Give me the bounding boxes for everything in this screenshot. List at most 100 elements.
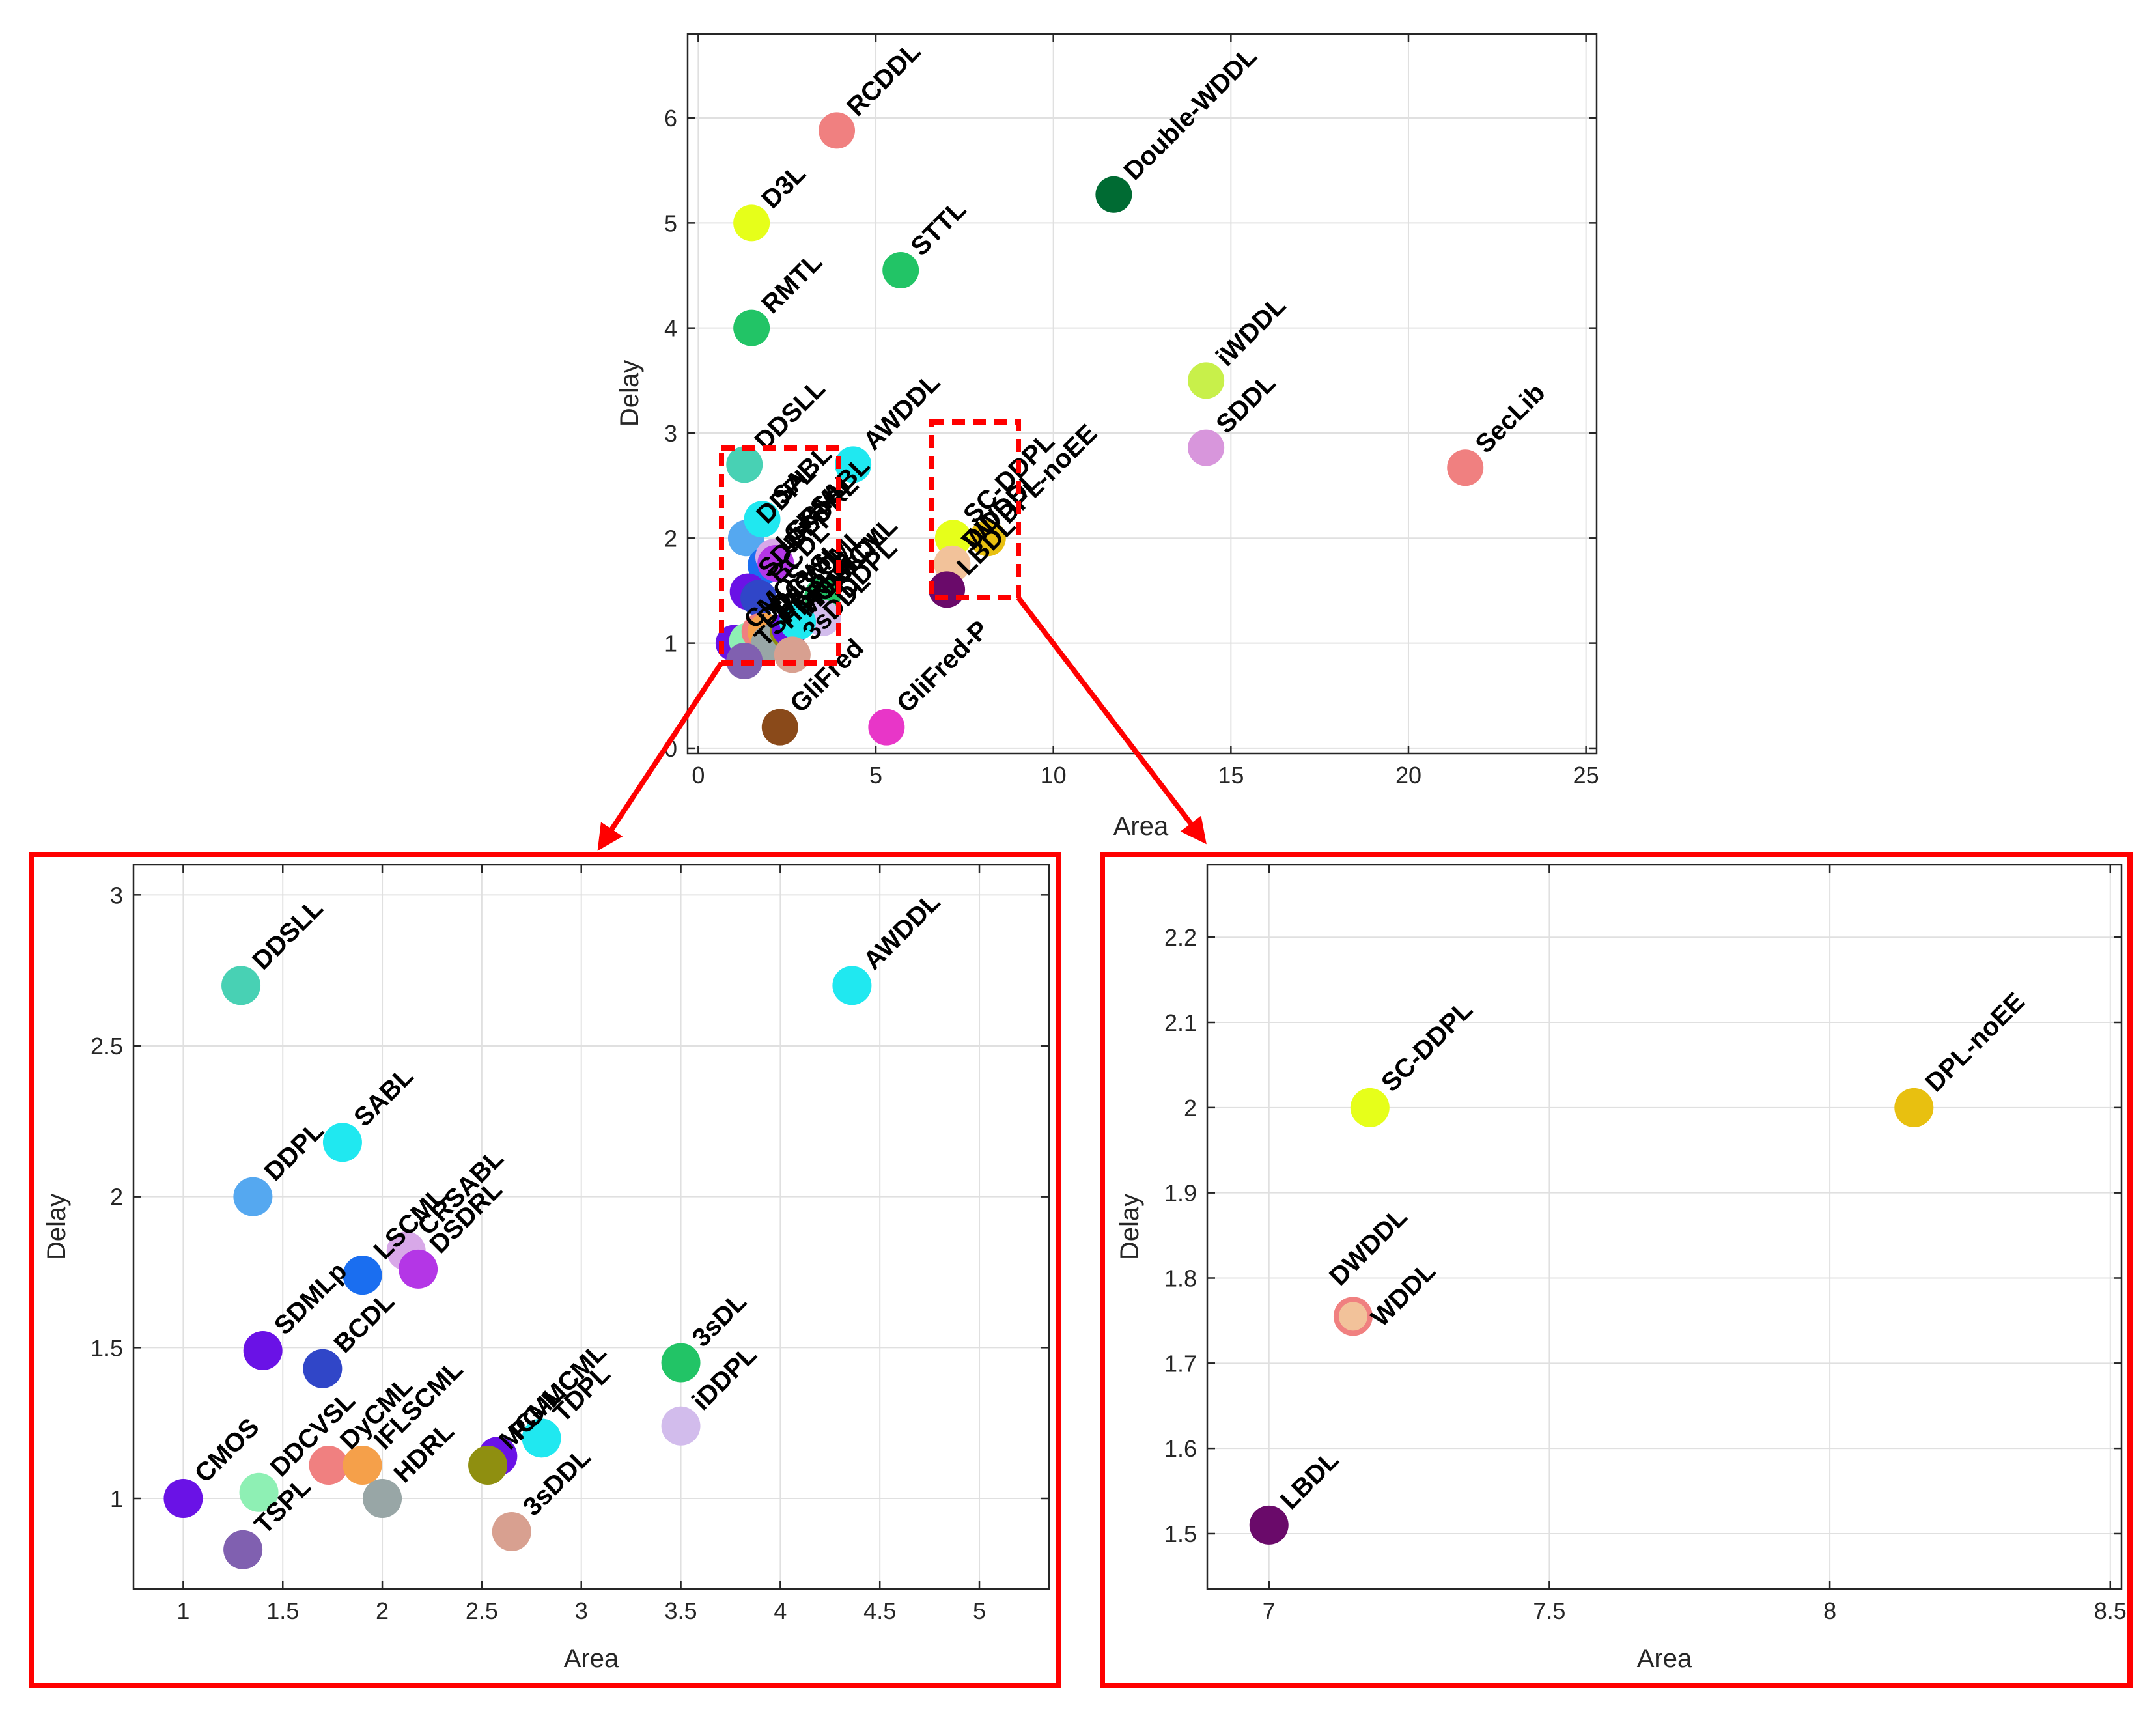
point-cmos [163, 1479, 203, 1518]
point-bcdl [740, 580, 777, 617]
y-tick-label: 1.6 [1164, 1435, 1197, 1462]
point-iddpl [661, 1406, 701, 1446]
x-tick-label: 4.5 [863, 1597, 896, 1624]
y-tick-label: 1 [664, 630, 677, 657]
x-tick-label: 7 [1263, 1597, 1276, 1624]
plot-area [133, 865, 1049, 1589]
point-rmtl [733, 309, 770, 346]
y-tick-label: 1.5 [1164, 1521, 1197, 1547]
y-tick-label: 2.5 [91, 1033, 123, 1060]
point-dsdrl [757, 545, 794, 582]
point-rcddl [819, 112, 856, 149]
point-glifred-p [868, 709, 905, 746]
y-axis-label: Delay [615, 360, 644, 427]
left-zoom-frame [29, 852, 1061, 1688]
x-axis-label: Area [1113, 812, 1169, 841]
y-tick-label: 2.1 [1164, 1009, 1197, 1036]
point-iwddl [1188, 362, 1225, 399]
y-tick-label: 4 [664, 315, 677, 342]
point-tdpl [522, 1418, 561, 1458]
point-sttl [882, 251, 919, 288]
y-tick-label: 2 [110, 1184, 123, 1211]
point-3sddl [492, 1511, 531, 1551]
y-axis-label: Delay [1115, 1194, 1144, 1260]
plot-area [1207, 865, 2121, 1589]
left-zoom-arrow [597, 661, 724, 851]
point-lbdl [929, 571, 966, 608]
y-tick-label: 1 [110, 1485, 123, 1512]
point-dpl-noee [1894, 1088, 1934, 1127]
point-mcml [468, 1446, 508, 1485]
point-dpl-noee [969, 520, 1006, 557]
x-tick-label: 20 [1395, 762, 1421, 789]
point-3sddl [774, 636, 811, 673]
axis-box [1206, 864, 2123, 1590]
point-bcdl [303, 1349, 343, 1388]
x-tick-label: 7.5 [1533, 1597, 1565, 1624]
x-axis-label: Area [564, 1644, 619, 1673]
point-iflscml [343, 1446, 382, 1485]
x-tick-label: 3.5 [665, 1597, 697, 1624]
y-tick-label: 5 [664, 210, 677, 236]
point-wddl [1338, 1302, 1367, 1331]
y-tick-label: 1.8 [1164, 1265, 1197, 1291]
x-axis-label: Area [1637, 1644, 1692, 1673]
point-dsdrl [399, 1249, 438, 1289]
y-tick-label: 2.2 [1164, 924, 1197, 951]
point-double-wddl [1095, 176, 1132, 213]
point-tdpl [779, 604, 817, 641]
x-tick-label: 5 [869, 762, 882, 789]
x-tick-label: 3 [575, 1597, 588, 1624]
x-tick-label: 25 [1573, 762, 1599, 789]
point-sabl [744, 501, 781, 538]
point-sc-ddpl [934, 520, 972, 557]
y-tick-label: 3 [110, 882, 123, 908]
y-tick-label: 1.5 [91, 1334, 123, 1361]
point-dycml [309, 1446, 348, 1485]
point-sdmlp [243, 1330, 283, 1370]
y-tick-label: 1.9 [1164, 1180, 1197, 1207]
y-tick-label: 6 [664, 105, 677, 132]
point-ddpl [233, 1177, 273, 1216]
x-tick-label: 2.5 [466, 1597, 498, 1624]
point-tspl [223, 1530, 263, 1569]
y-tick-label: 1.7 [1164, 1350, 1197, 1377]
x-tick-label: 1.5 [266, 1597, 299, 1624]
x-tick-label: 8.5 [2094, 1597, 2127, 1624]
point-3sdl [661, 1343, 701, 1383]
point-ddcvsl [239, 1472, 279, 1512]
point-lbdl [1249, 1505, 1289, 1545]
right-zoom-arrow [1016, 596, 1207, 845]
x-tick-label: 15 [1218, 762, 1244, 789]
y-axis-label: Delay [42, 1194, 71, 1260]
y-tick-label: 2 [1184, 1095, 1197, 1121]
point-awddl [832, 966, 872, 1005]
point-d3l [733, 204, 770, 242]
point-awddl [835, 446, 872, 483]
left-zoom-chart: 1 1.5 2 2.5 3 3.5 4 4.5 511.522.53AreaDelayDDSLL… [42, 864, 1050, 1673]
point-glifred [761, 709, 798, 746]
x-tick-label: 4 [774, 1597, 787, 1624]
axis-box [132, 864, 1050, 1590]
point-ddsll [221, 966, 261, 1005]
right-zoom-chart: 7 7.5 8 8.51.51.61.71.81.922.12.2AreaDelayS… [1115, 864, 2127, 1673]
point-sabl [322, 1123, 362, 1162]
point-sc-ddpl [1350, 1088, 1390, 1127]
x-tick-label: 0 [692, 762, 705, 789]
y-tick-label: 2 [664, 525, 677, 552]
x-tick-label: 8 [1823, 1597, 1836, 1624]
point-ddsll [726, 446, 763, 483]
right-highlight-box [929, 419, 1021, 600]
x-tick-label: 10 [1041, 762, 1067, 789]
point-sddl [1188, 429, 1225, 466]
point-lscml [343, 1256, 382, 1295]
y-tick-label: 3 [664, 420, 677, 447]
right-zoom-frame [1100, 852, 2133, 1688]
point-seclib [1447, 449, 1484, 486]
x-tick-label: 2 [376, 1597, 389, 1624]
x-tick-label: 1 [176, 1597, 189, 1624]
point-hdrl [363, 1479, 402, 1518]
x-tick-label: 5 [973, 1597, 986, 1624]
